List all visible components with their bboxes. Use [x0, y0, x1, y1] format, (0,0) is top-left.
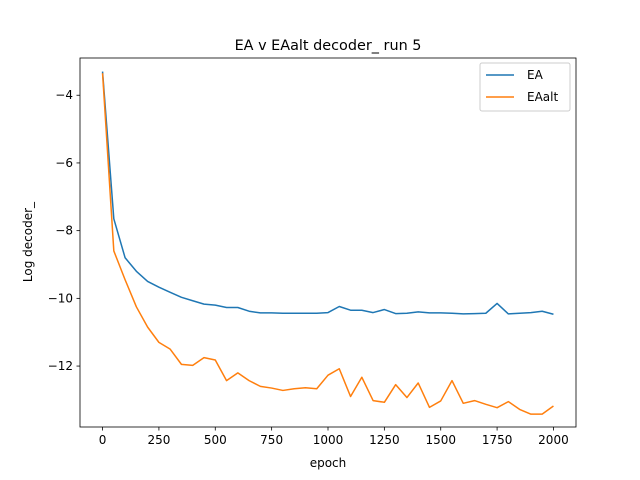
x-tick-label: 1500 — [425, 433, 456, 447]
chart-title: EA v EAalt decoder_ run 5 — [235, 38, 422, 54]
legend-label-eaalt: EAalt — [527, 90, 558, 104]
y-axis-label: Log decoder_ — [21, 201, 35, 282]
x-tick-label: 1250 — [369, 433, 400, 447]
axes-layer: 0 250 500 750 1000 1250 1500 1750 2000 −4 −6 −8 −10 −… — [48, 88, 569, 447]
x-tick-label: 250 — [147, 433, 170, 447]
legend: EA EAalt — [479, 62, 571, 112]
y-tick-label: −4 — [55, 88, 73, 102]
x-axis-label: epoch — [310, 456, 347, 470]
y-tick-label: −6 — [55, 156, 73, 170]
series-layer — [101, 71, 554, 415]
legend-label-ea: EA — [527, 68, 544, 82]
y-tick-label: −12 — [48, 359, 73, 373]
x-tick-label: 1000 — [313, 433, 344, 447]
y-tick-label: −10 — [48, 291, 73, 305]
plot-area — [80, 58, 576, 427]
series-line-ea — [101, 71, 554, 315]
x-tick-label: 0 — [99, 433, 107, 447]
x-tick-label: 1750 — [482, 433, 513, 447]
x-tick-label: 500 — [204, 433, 227, 447]
series-line-eaalt — [101, 73, 554, 415]
x-tick-label: 2000 — [538, 433, 569, 447]
plot-frame — [79, 57, 577, 428]
y-tick-label: −8 — [55, 224, 73, 238]
x-tick-label: 750 — [260, 433, 283, 447]
